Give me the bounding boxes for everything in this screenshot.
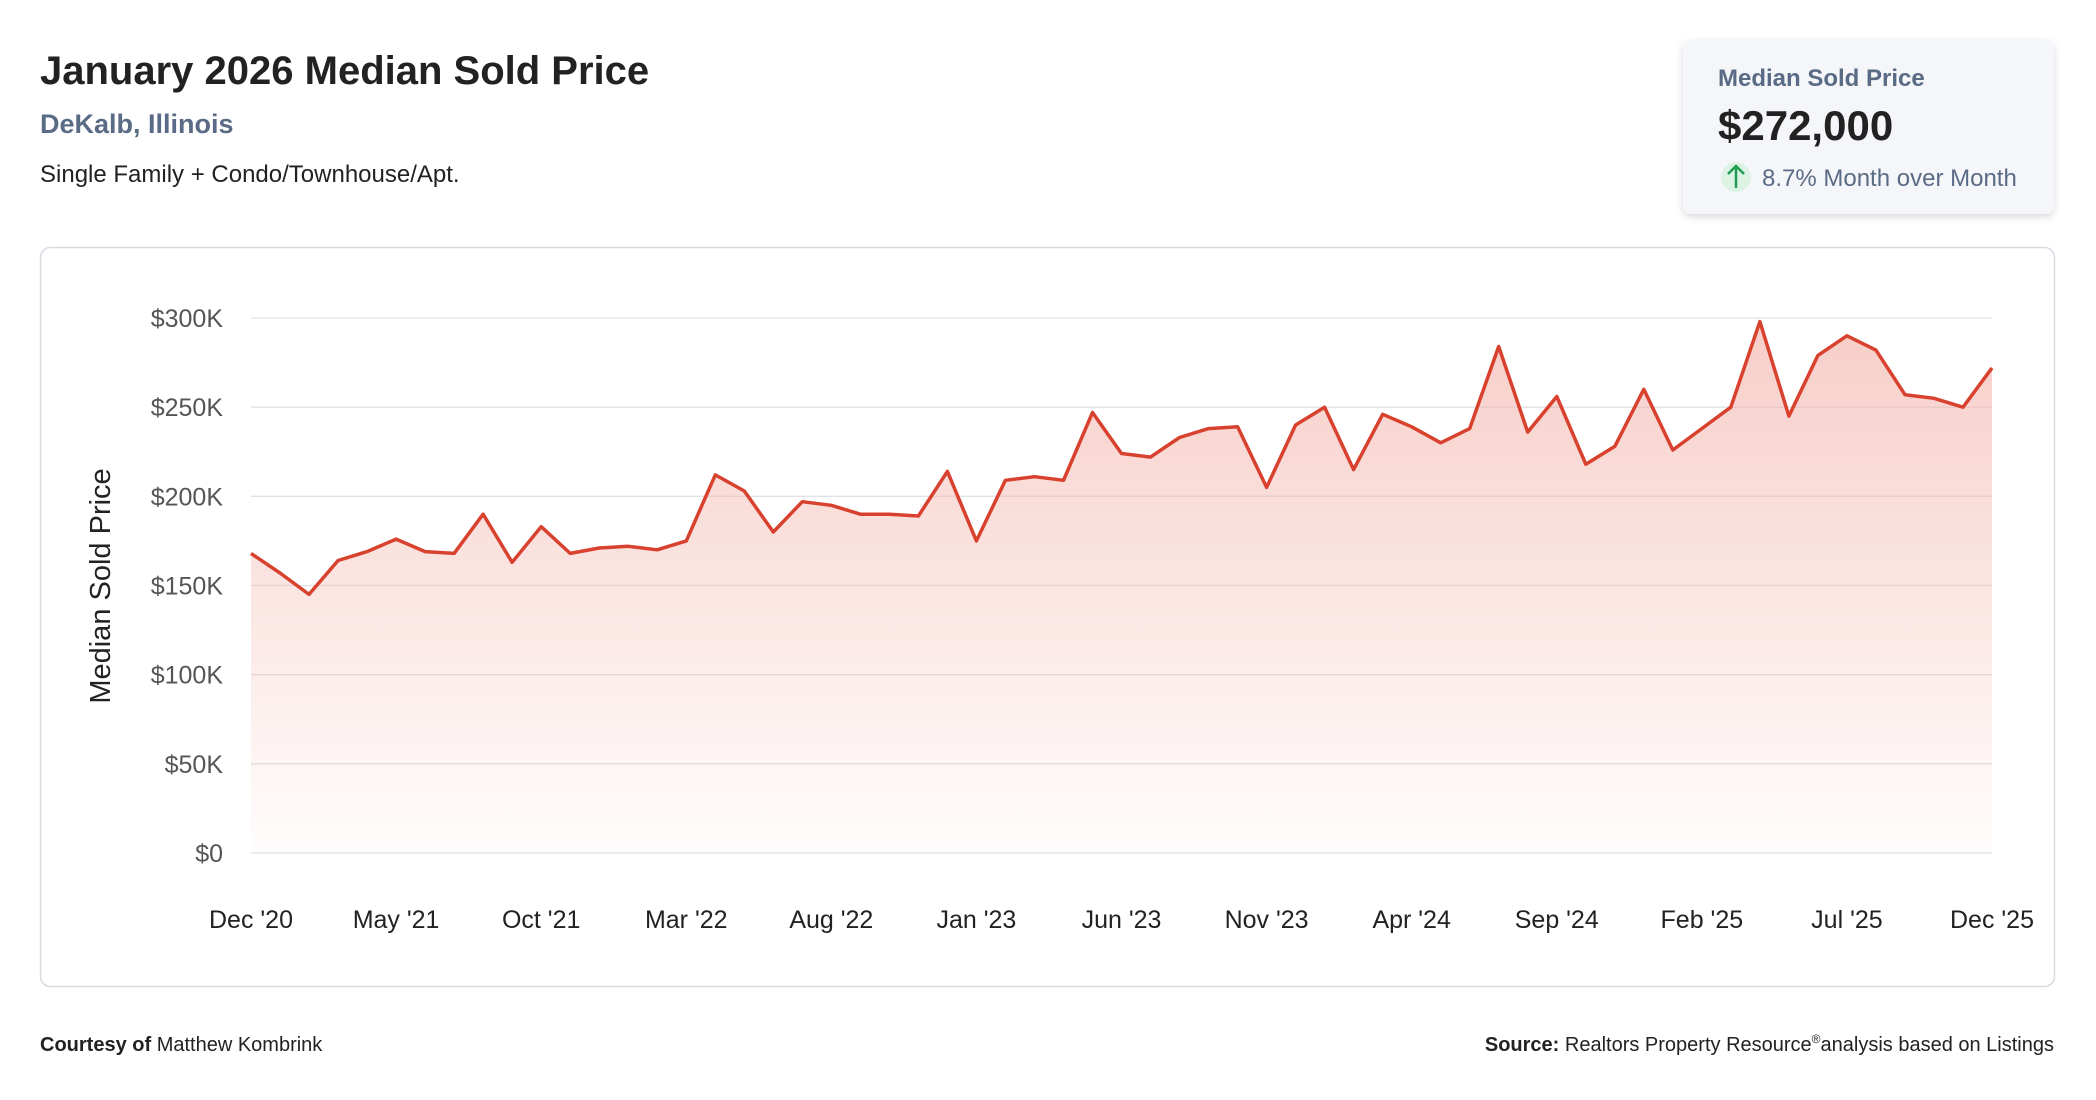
page-title: January 2026 Median Sold Price	[40, 49, 649, 93]
courtesy: Courtesy of Matthew Kombrink	[40, 1034, 323, 1056]
x-tick-label: Dec '20	[209, 906, 293, 934]
y-tick-label: $200K	[151, 483, 224, 511]
y-axis-label: Median Sold Price	[85, 468, 117, 703]
up-arrow	[1727, 164, 1745, 188]
y-tick-label: $300K	[151, 305, 224, 333]
property-types: Single Family + Condo/Townhouse/Apt.	[40, 161, 460, 188]
x-tick-label: Aug '22	[789, 906, 873, 934]
y-tick-label: $100K	[151, 662, 224, 690]
y-tick-label: $150K	[151, 573, 224, 601]
source: Source: Realtors Property Resource®analy…	[1485, 1032, 2054, 1056]
plot: $0 $50K $100K $150K $200K $250K $300K Dec '20 Ma…	[151, 305, 2034, 934]
x-tick-label: May '21	[353, 906, 440, 934]
x-tick-label: Dec '25	[1950, 906, 2034, 934]
x-tick-label: Jan '23	[936, 906, 1016, 934]
location: DeKalb, Illinois	[40, 109, 234, 139]
y-tick-label: $0	[195, 840, 223, 868]
x-tick-label: Feb '25	[1661, 906, 1744, 934]
courtesy-name: Matthew Kombrink	[157, 1034, 324, 1056]
x-tick-label: Apr '24	[1372, 906, 1451, 934]
x-tick-label: Mar '22	[645, 906, 728, 934]
line	[250, 319, 1994, 597]
courtesy-label: Courtesy of	[40, 1034, 151, 1056]
area	[251, 321, 1992, 854]
source-label: Source:	[1485, 1034, 1559, 1056]
card-label: Median Sold Price	[1718, 65, 1925, 92]
source-mark: ®	[1812, 1032, 1821, 1046]
card-value: $272,000	[1718, 102, 1893, 149]
x-tick-label: Jun '23	[1082, 906, 1162, 934]
source-text: Realtors Property Resource	[1565, 1034, 1812, 1056]
x-tick-label: Jul '25	[1811, 906, 1882, 934]
x-tick-label: Nov '23	[1225, 906, 1309, 934]
source-rest: analysis based on Listings	[1821, 1034, 2054, 1056]
card-change: 8.7% Month over Month	[1762, 165, 2017, 192]
summary-card	[1683, 40, 2054, 214]
y-tick-label: $50K	[165, 751, 224, 779]
y-tick-label: $250K	[151, 394, 224, 422]
x-tick-label: Oct '21	[502, 906, 580, 934]
x-tick-label: Sep '24	[1515, 906, 1599, 934]
